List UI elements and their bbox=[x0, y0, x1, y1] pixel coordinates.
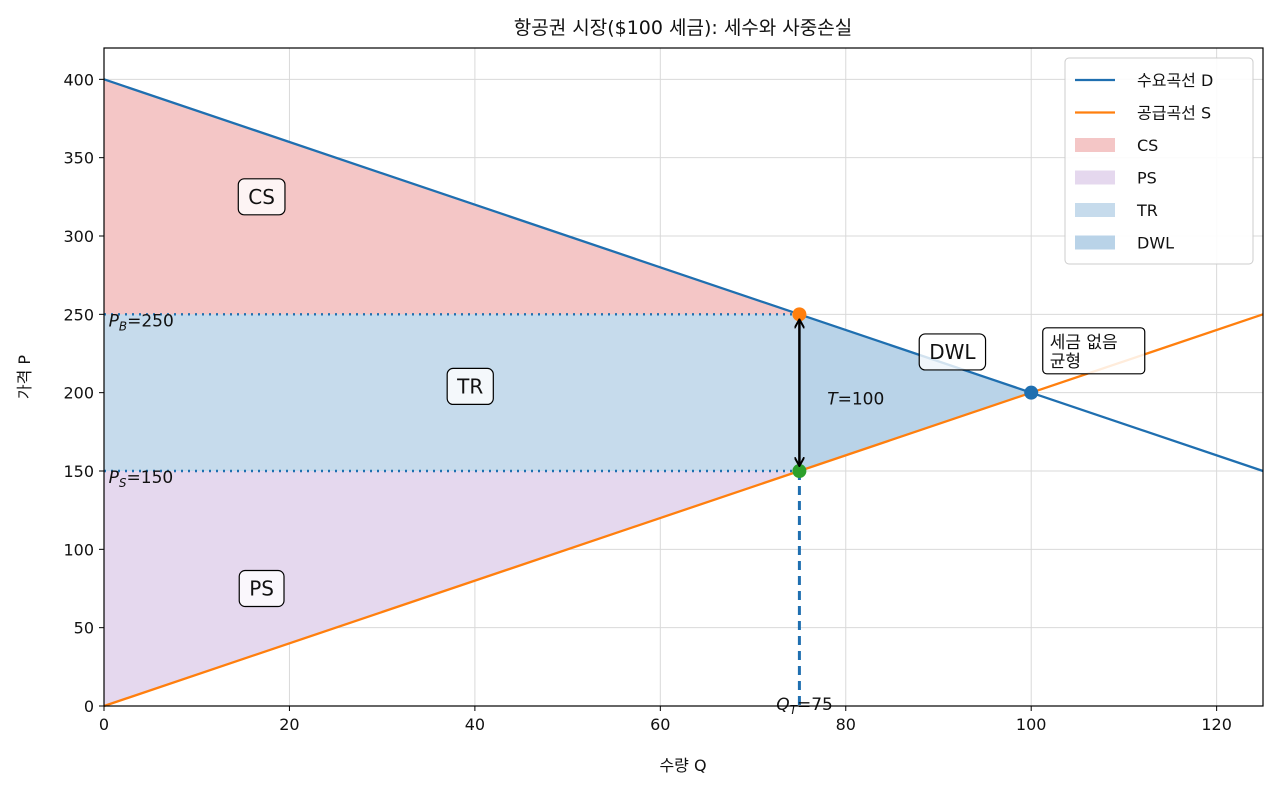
demand-curve bbox=[103, 78, 1264, 473]
y-tick-label: 150 bbox=[63, 462, 94, 481]
y-tick-label: 250 bbox=[63, 305, 94, 324]
points bbox=[792, 307, 1039, 478]
legend-swatch-patch bbox=[1075, 235, 1115, 250]
legend-label: 공급곡선 S bbox=[1137, 104, 1211, 123]
seller-price-label-value: =150 bbox=[127, 468, 174, 488]
buyer-price-label-symbol: P bbox=[109, 311, 120, 331]
area-label-box bbox=[238, 569, 285, 608]
tax-quantity-label: QT=75 bbox=[776, 695, 833, 717]
area-label-tr: TR bbox=[456, 374, 483, 398]
legend-swatch-patch bbox=[1075, 138, 1115, 152]
legend-label: TR bbox=[1136, 201, 1158, 220]
equilibrium-label-line: 세금 없음 bbox=[1050, 333, 1118, 353]
chart-title: 항공권 시장($100 세금): 세수와 사중손실 bbox=[514, 17, 852, 39]
tax-amount-label: T=100 bbox=[827, 390, 884, 410]
x-tick-label: 60 bbox=[650, 715, 670, 734]
legend-label: CS bbox=[1137, 136, 1158, 155]
point-marker bbox=[792, 307, 807, 322]
legend: 수요곡선 D 공급곡선 S CS PS TR DWL bbox=[1064, 57, 1254, 265]
buyer-price-label-subscript: B bbox=[119, 319, 127, 333]
y-tick-label: 350 bbox=[63, 149, 94, 168]
legend-label: 수요곡선 D bbox=[1137, 71, 1213, 90]
curves bbox=[103, 78, 1264, 708]
y-tick-label: 400 bbox=[63, 70, 94, 89]
x-tick-label: 20 bbox=[279, 715, 299, 734]
area-dwl bbox=[799, 314, 1032, 471]
area-label-dwl: DWL bbox=[929, 340, 976, 364]
point-marker bbox=[1024, 385, 1039, 400]
supply-curve bbox=[103, 313, 1264, 708]
area-label-box bbox=[918, 333, 987, 371]
area-label-ps: PS bbox=[249, 577, 274, 601]
x-tick-label: 0 bbox=[99, 715, 109, 734]
x-tick-label: 80 bbox=[836, 715, 856, 734]
y-tick-label: 50 bbox=[74, 619, 94, 638]
area-label-cs: CS bbox=[248, 185, 275, 209]
axis-ticks: 0 20 40 60 80 100 120 0 50 100 150 200 250 300 350 400 bbox=[63, 70, 1231, 734]
y-tick-label: 100 bbox=[63, 540, 94, 559]
legend-label: DWL bbox=[1137, 234, 1174, 253]
seller-price-label: PS=150 bbox=[109, 468, 174, 490]
y-tick-label: 300 bbox=[63, 227, 94, 246]
tax-quantity-label-value: =75 bbox=[797, 695, 833, 715]
seller-price-label-symbol: P bbox=[109, 468, 120, 488]
area-label-box bbox=[237, 178, 286, 216]
y-axis-label: 가격 P bbox=[15, 355, 34, 400]
point-marker bbox=[792, 464, 807, 478]
x-tick-label: 120 bbox=[1201, 715, 1232, 734]
x-tick-label: 100 bbox=[1016, 715, 1047, 734]
x-axis-label: 수량 Q bbox=[659, 756, 706, 775]
equilibrium-label-line: 균형 bbox=[1050, 352, 1081, 372]
y-tick-label: 200 bbox=[63, 384, 94, 403]
buyer-price-label: PB=250 bbox=[109, 311, 174, 333]
tax-quantity-label-symbol: Q bbox=[776, 695, 789, 715]
legend-swatch-patch bbox=[1075, 170, 1115, 185]
tax-amount-label-symbol: T bbox=[827, 390, 839, 410]
seller-price-label-subscript: S bbox=[119, 476, 127, 490]
guide-lines bbox=[104, 313, 801, 706]
surplus-areas bbox=[104, 79, 1032, 706]
x-tick-label: 40 bbox=[465, 715, 485, 734]
equilibrium-label-box bbox=[1042, 327, 1146, 375]
area-label-box bbox=[446, 367, 494, 405]
plot-frame bbox=[103, 47, 1264, 707]
legend-label: PS bbox=[1137, 169, 1157, 188]
y-tick-label: 0 bbox=[84, 697, 94, 716]
legend-swatch-patch bbox=[1075, 203, 1115, 217]
tax-amount-label-value: =100 bbox=[838, 390, 885, 410]
tax-quantity-label-subscript: T bbox=[790, 703, 799, 717]
buyer-price-label-value: =250 bbox=[127, 311, 174, 331]
